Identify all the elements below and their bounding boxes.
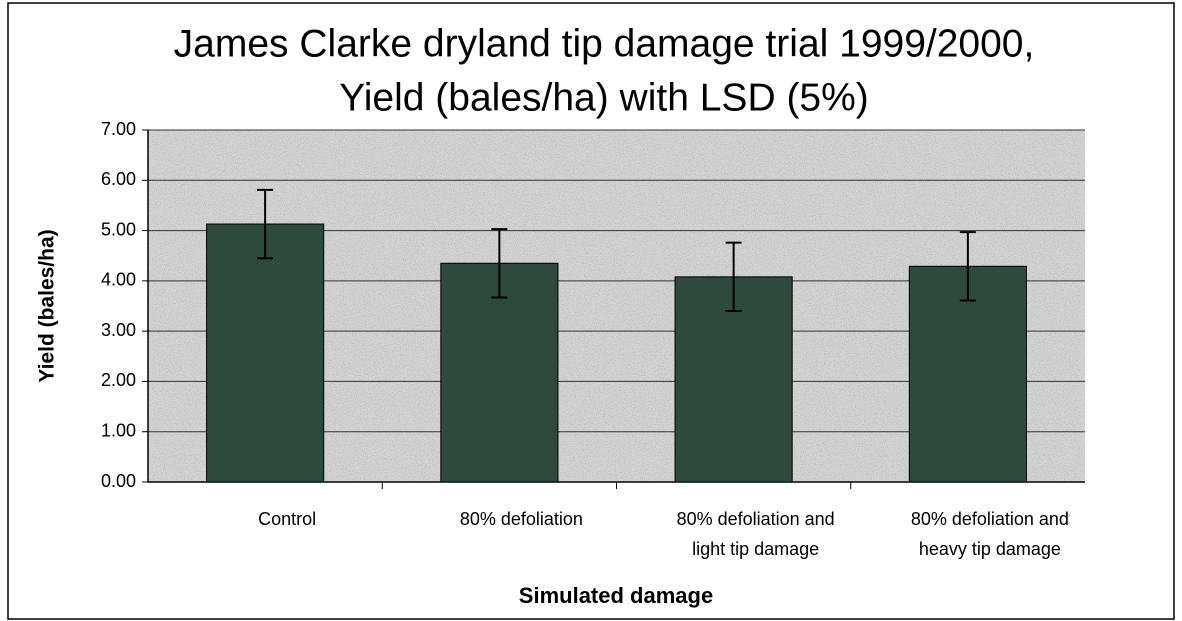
y-axis-label: Yield (bales/ha) (36, 229, 59, 382)
y-tick-label: 1.00 (101, 420, 136, 440)
error-bar (959, 231, 976, 302)
chart-title: Yield (bales/ha) with LSD (5%) (339, 76, 869, 119)
y-tick-label: 2.00 (101, 370, 136, 390)
error-bar (725, 241, 742, 313)
error-bar (257, 188, 274, 260)
y-tick-label: 6.00 (101, 169, 136, 189)
y-tick-label: 3.00 (101, 320, 136, 340)
chart-title: James Clarke dryland tip damage trial 19… (174, 22, 1035, 65)
x-tick-label: 80% defoliation and (677, 509, 835, 529)
x-tick-label: heavy tip damage (919, 539, 1061, 559)
x-tick-label: 80% defoliation (460, 509, 583, 529)
x-tick-label: 80% defoliation and (911, 509, 1069, 529)
bar (206, 223, 325, 483)
bar (440, 262, 559, 483)
y-tick-label: 5.00 (101, 219, 136, 239)
x-tick-label: light tip damage (692, 539, 819, 559)
y-tick-label: 0.00 (101, 471, 136, 491)
x-axis-label: Simulated damage (519, 583, 713, 608)
error-bar (491, 228, 508, 299)
bar (908, 265, 1027, 483)
y-tick-label: 7.00 (101, 119, 136, 139)
x-tick-label: Control (258, 509, 316, 529)
y-tick-label: 4.00 (101, 270, 136, 290)
